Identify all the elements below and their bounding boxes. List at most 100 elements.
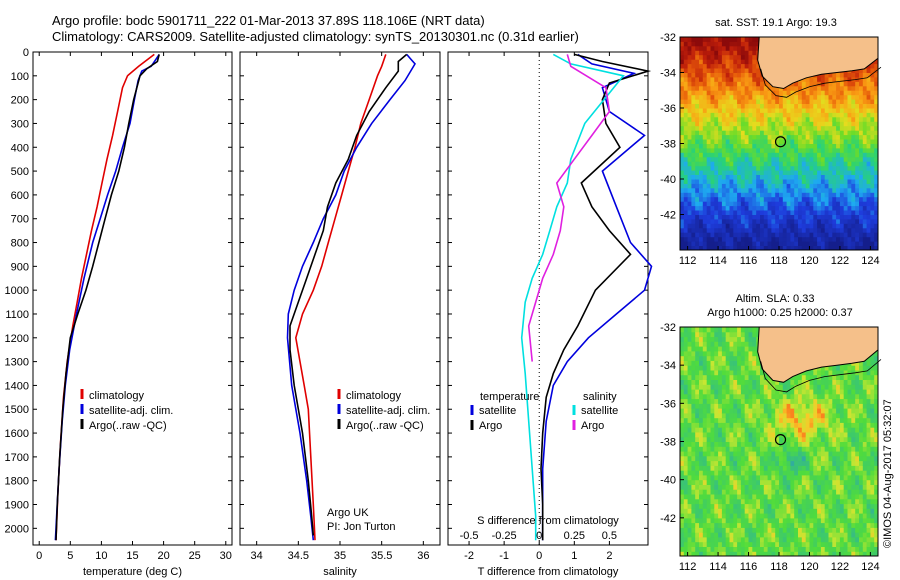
- sla-map-cell: [843, 498, 848, 505]
- sst-map-cell: [733, 94, 738, 100]
- sst-map-cell: [832, 170, 837, 175]
- sla-map-cell: [828, 451, 833, 457]
- sla-map-cell: [718, 532, 723, 538]
- sst-map-cell: [748, 134, 753, 140]
- sla-map-cell: [706, 384, 711, 390]
- sla-map-cell: [798, 408, 803, 414]
- sst-map-cell: [748, 68, 753, 73]
- sla-map-cell: [718, 470, 723, 476]
- sst-map-cell: [721, 121, 727, 127]
- sst-map-cell: [809, 201, 814, 207]
- sst-map-cell: [786, 205, 791, 211]
- sst-map-cell: [710, 236, 715, 242]
- sla-map-cell: [851, 379, 856, 385]
- sla-map-cell: [737, 446, 742, 452]
- sst-map-cell: [870, 223, 875, 229]
- sst-map-cell: [790, 174, 795, 180]
- sst-map-cell: [874, 156, 879, 162]
- sla-map-cell: [847, 470, 852, 476]
- sst-map-cell: [775, 112, 780, 118]
- sst-map-cell: [748, 41, 753, 47]
- sst-map-cell: [725, 76, 730, 82]
- sla-map-cell: [820, 432, 826, 438]
- sla-map-cell: [718, 541, 723, 547]
- sst-map-cell: [699, 241, 704, 246]
- sla-map-cell: [832, 513, 837, 519]
- sst-map-cell: [874, 223, 879, 229]
- difference-series-argo: [527, 54, 611, 362]
- sla-map-cell: [824, 474, 829, 481]
- sst-map-cell: [809, 165, 814, 171]
- sst-map-cell: [748, 76, 753, 82]
- sla-map-cell: [801, 369, 807, 376]
- sst-map-cell: [855, 68, 860, 73]
- sst-map-cell: [721, 50, 727, 56]
- sst-map-cell: [859, 99, 864, 104]
- sst-map-cell: [870, 241, 875, 246]
- sst-map-cell: [794, 134, 799, 140]
- sst-map-cell: [801, 139, 807, 144]
- sla-map-cell: [813, 412, 818, 419]
- sst-map-cell: [828, 183, 833, 189]
- sst-map-cell: [744, 121, 749, 127]
- sla-map-cell: [836, 398, 841, 404]
- sla-map-cell: [702, 532, 708, 538]
- sla-map-cell: [839, 541, 845, 547]
- sla-map-cell: [699, 517, 704, 524]
- sst-map-cell: [767, 232, 772, 238]
- sla-map-cell: [809, 551, 814, 557]
- sst-map-cell: [862, 210, 868, 215]
- sla-map-cell: [733, 503, 738, 509]
- sst-map-cell: [839, 112, 845, 118]
- sst-map-cell: [836, 81, 841, 87]
- sla-map-cell: [699, 350, 704, 357]
- sst-map-cell: [843, 72, 848, 78]
- sla-map-cell: [683, 522, 689, 528]
- sst-map-cell: [687, 205, 692, 211]
- sst-map-cell: [725, 103, 730, 109]
- sla-map-cell: [752, 350, 757, 357]
- sla-map-cell: [771, 517, 776, 524]
- sst-map-cell: [820, 236, 826, 242]
- sst-map-cell: [782, 192, 788, 198]
- sst-map-cell: [798, 196, 803, 202]
- sla-map-cell: [805, 398, 810, 404]
- sst-map-cell: [733, 161, 738, 167]
- sst-map-cell: [805, 174, 810, 180]
- sla-map-cell: [801, 403, 807, 409]
- sst-map-cell: [870, 192, 875, 198]
- sst-map-cell: [714, 196, 719, 202]
- sst-map-cell: [874, 59, 879, 65]
- sst-map-cell: [771, 218, 776, 224]
- sst-map-cell: [710, 201, 715, 207]
- sla-map-cell: [729, 546, 734, 552]
- sst-map-cell: [836, 205, 841, 211]
- sla-map-cell: [683, 470, 689, 476]
- sst-map-cell: [702, 218, 708, 224]
- sst-map-cell: [737, 76, 742, 82]
- sla-map-cell: [737, 403, 742, 409]
- sla-map-cell: [702, 451, 708, 457]
- sst-map-cell: [691, 210, 696, 215]
- sst-map-cell: [680, 192, 685, 198]
- sla-map-cell: [756, 436, 761, 442]
- salinity-series-climatology: [294, 54, 387, 541]
- sst-map-cell: [847, 236, 852, 242]
- sst-map-cell: [794, 130, 799, 136]
- sla-map-cell: [733, 355, 738, 361]
- sst-map-cell: [740, 41, 746, 47]
- sla-map-cell: [775, 451, 780, 457]
- sst-map-cell: [851, 130, 856, 136]
- sst-map-cell: [752, 108, 757, 113]
- sst-map-cell: [718, 68, 723, 73]
- sst-map-cell: [695, 192, 700, 198]
- sst-map-cell: [706, 236, 711, 242]
- sla-map-cell: [702, 384, 708, 390]
- sla-map-cell: [847, 474, 852, 481]
- sst-map-cell: [862, 68, 868, 73]
- sst-map-cell: [729, 99, 734, 104]
- sst-map-cell: [763, 116, 769, 122]
- sst-map-cell: [763, 81, 769, 87]
- sla-map-cell: [714, 389, 719, 395]
- sla-map-cell: [756, 546, 761, 552]
